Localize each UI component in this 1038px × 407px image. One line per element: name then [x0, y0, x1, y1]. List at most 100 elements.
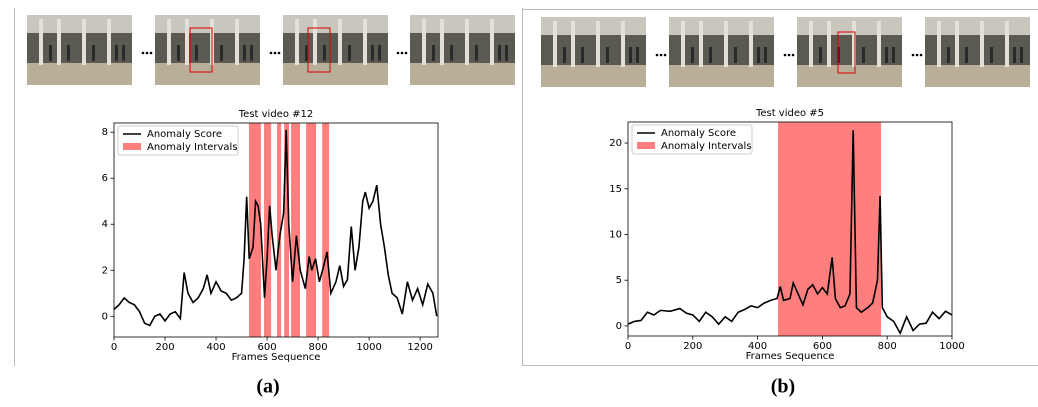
ellipsis-dot [792, 54, 795, 57]
anomaly-interval [322, 123, 329, 337]
x-tick-label: 200 [683, 341, 702, 352]
thumb-pillar [955, 21, 959, 67]
thumb-pillar [82, 19, 86, 65]
ellipsis-dot [405, 52, 408, 55]
thumb-pillar [440, 19, 444, 65]
thumb-pillar [338, 19, 342, 65]
ellipsis-dot [912, 54, 915, 57]
thumb-person [115, 45, 118, 61]
thumb-person [432, 45, 435, 61]
thumb-pillar [185, 19, 189, 65]
thumb-person [709, 47, 712, 63]
ellipsis-dot [920, 54, 923, 57]
ellipsis-dot [397, 52, 400, 55]
y-tick-label: 8 [102, 127, 108, 138]
caption: (a) [256, 376, 279, 398]
legend-label: Anomaly Score [661, 128, 736, 139]
thumb-person [563, 47, 566, 63]
thumb-pillar [57, 19, 61, 65]
thumb-pillar [107, 19, 111, 65]
thumb-pillar [490, 19, 494, 65]
thumb-pillar [235, 19, 239, 65]
thumb-person [606, 47, 609, 63]
thumb-person [757, 47, 760, 63]
thumb-person [629, 47, 632, 63]
x-tick-label: 1000 [939, 341, 964, 352]
x-axis-label: Frames Sequence [232, 352, 321, 363]
ellipsis-dot [274, 52, 277, 55]
ellipsis-dot [142, 52, 145, 55]
x-tick-label: 400 [207, 342, 226, 353]
ellipsis-dot [784, 54, 787, 57]
ellipsis-dot [278, 52, 281, 55]
x-axis-label: Frames Sequence [746, 351, 835, 362]
ellipsis-dot [916, 54, 919, 57]
thumb-person [122, 45, 125, 61]
legend-label: Anomaly Intervals [147, 142, 238, 153]
y-tick-label: 6 [102, 173, 108, 184]
thumbnail [410, 15, 515, 85]
anomaly-interval [306, 123, 316, 337]
thumbnail [155, 15, 260, 85]
thumb-pillar [1005, 21, 1009, 67]
thumb-person [581, 47, 584, 63]
thumb-floor [925, 65, 1030, 87]
thumb-person [92, 45, 95, 61]
thumb-person [323, 45, 326, 61]
thumb-person [371, 45, 374, 61]
thumb-person [862, 47, 865, 63]
thumb-pillar [749, 21, 753, 67]
thumb-person [67, 45, 70, 61]
x-tick-label: 1000 [356, 342, 381, 353]
thumb-pillar [313, 19, 317, 65]
ellipsis-dot [146, 52, 149, 55]
thumbnail [27, 15, 132, 85]
y-tick-label: 0 [102, 311, 108, 322]
thumb-pillar [295, 19, 299, 65]
thumb-person [734, 47, 737, 63]
thumb-pillar [596, 21, 600, 67]
ellipsis-dot [401, 52, 404, 55]
legend-patch [637, 142, 655, 149]
y-tick-label: 20 [609, 138, 622, 149]
thumb-person [49, 45, 52, 61]
thumb-pillar [39, 19, 43, 65]
thumb-pillar [621, 21, 625, 67]
x-tick-label: 0 [111, 342, 117, 353]
thumb-pillar [167, 19, 171, 65]
y-tick-label: 2 [102, 265, 108, 276]
ellipsis-dot [656, 54, 659, 57]
y-tick-label: 15 [609, 184, 622, 195]
thumbnail [541, 17, 646, 87]
chart-title: Test video #12 [238, 109, 313, 120]
x-tick-label: 200 [155, 342, 174, 353]
thumb-pillar [980, 21, 984, 67]
y-tick-label: 10 [609, 229, 622, 240]
thumb-pillar [699, 21, 703, 67]
thumb-floor [669, 65, 774, 87]
thumb-person [348, 45, 351, 61]
thumb-person [475, 45, 478, 61]
thumb-person [885, 47, 888, 63]
anomaly-interval [778, 122, 881, 336]
thumb-person [250, 45, 253, 61]
anomaly-interval [291, 123, 300, 337]
thumb-person [764, 47, 767, 63]
thumb-floor [283, 63, 388, 85]
x-tick-label: 0 [625, 341, 631, 352]
thumb-person [1013, 47, 1016, 63]
thumb-person [947, 47, 950, 63]
anomaly-interval [249, 123, 261, 337]
thumb-person [450, 45, 453, 61]
x-tick-label: 1200 [407, 342, 432, 353]
thumb-pillar [571, 21, 575, 67]
thumb-person [892, 47, 895, 63]
thumb-person [691, 47, 694, 63]
thumb-person [220, 45, 223, 61]
score-line [114, 130, 437, 326]
thumb-person [177, 45, 180, 61]
figure: 02004006008001000120002468Test video #12… [0, 0, 1038, 403]
thumb-pillar [827, 21, 831, 67]
